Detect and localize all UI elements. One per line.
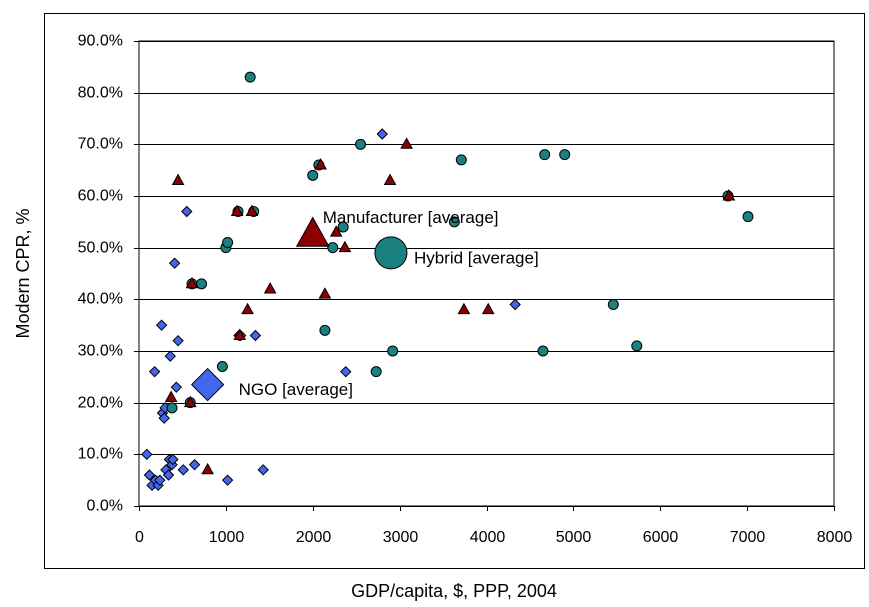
x-tick-label: 1000 [209,529,245,546]
data-points [141,71,754,492]
average-label: NGO [average] [239,380,353,399]
circle-point [337,221,349,233]
diamond-point [181,205,193,218]
triangle-point [318,287,332,299]
x-tick-label: 6000 [643,529,679,546]
diamond-point [162,469,175,481]
y-axis-title: Modern CPR, % [13,208,33,338]
diamond-point [340,365,352,378]
circle-point [355,138,367,150]
diamond-point [155,319,168,331]
circle-point [319,324,331,336]
y-tick-label: 60.0% [78,188,123,205]
circle-point [370,366,382,378]
x-tick-label: 4000 [470,529,506,546]
average-label: Manufacturer [average] [323,208,499,227]
circle-point [222,237,234,248]
triangle-point [171,173,185,185]
triangle-point [263,282,277,294]
y-tick-label: 80.0% [78,85,123,102]
diamond-point [188,458,201,471]
diamond-point [168,257,181,269]
y-tick-label: 20.0% [78,395,123,412]
plot-area [139,41,834,506]
triangle-point [722,189,736,201]
diamond-point [148,365,161,378]
circle-point [607,299,619,310]
triangle-point [201,462,214,475]
x-tick-label: 3000 [383,529,419,546]
diamond-point [376,128,388,140]
circle-point [455,154,467,166]
diamond-point [170,381,183,393]
triangle-point [245,204,259,216]
y-tick-label: 0.0% [87,498,123,515]
x-tick-label: 0 [135,529,144,546]
x-tick-label: 8000 [817,529,853,546]
diamond-point [257,464,269,476]
diamond-point [154,474,166,486]
circle-point [559,149,571,161]
diamond-point [141,448,153,461]
circle-point [216,361,228,372]
y-tick-label: 40.0% [78,291,123,308]
diamond-point [167,453,179,466]
triangle-point [457,302,471,315]
diamond-point [158,412,170,424]
diamond-point [509,298,521,311]
triangle-point [230,204,244,216]
diamond-point [249,329,262,342]
x-axis-title: GDP/capita, $, PPP, 2004 [351,581,557,601]
diamond-point [164,350,176,362]
circle-point [742,211,754,223]
y-tick-label: 30.0% [78,343,123,360]
x-tick-label: 2000 [296,529,332,546]
x-axis-ticks: 0 1000 2000 3000 4000 5000 6000 7000 8000 [135,506,852,546]
diamond-average-point [190,367,225,402]
triangle-point [164,390,178,402]
triangle-point [383,173,397,185]
circle-point [631,340,643,352]
x-tick-label: 7000 [730,529,766,546]
x-tick-label: 5000 [556,529,592,546]
y-axis-ticks: 0.0% 10.0% 20.0% 30.0% 40.0% 50.0% 60.0% 70.0% 8… [78,33,139,515]
average-markers: NGO [average] Manufacturer [average] Hybri… [190,208,539,402]
circle-point [327,242,339,254]
circle-point [448,216,460,228]
triangle-average-point [295,216,330,247]
y-tick-label: 50.0% [78,240,123,257]
circle-point [196,278,208,290]
y-tick-label: 70.0% [78,136,123,153]
circle-point [537,345,549,357]
y-tick-label: 10.0% [78,446,123,463]
circle-average-point [374,236,408,270]
diamond-point [177,464,190,476]
circle-point [166,402,178,414]
triangle-point [338,240,352,253]
triangle-point [329,225,343,237]
circle-point [244,71,256,83]
triangle-point [481,302,495,315]
diamond-point [143,469,156,481]
triangle-point [233,328,247,340]
triangle-point [241,302,254,315]
circle-point [307,169,319,181]
circle-point [387,345,399,357]
y-tick-label: 90.0% [78,33,123,50]
diamond-point [221,474,234,486]
triangle-point [183,395,197,408]
circle-point [539,149,551,161]
plot-border [138,40,835,507]
triangle-point [314,158,327,170]
average-label: Hybrid [average] [414,248,539,267]
triangle-point [185,276,199,289]
diamond-point [172,334,184,347]
triangle-point [400,137,413,149]
